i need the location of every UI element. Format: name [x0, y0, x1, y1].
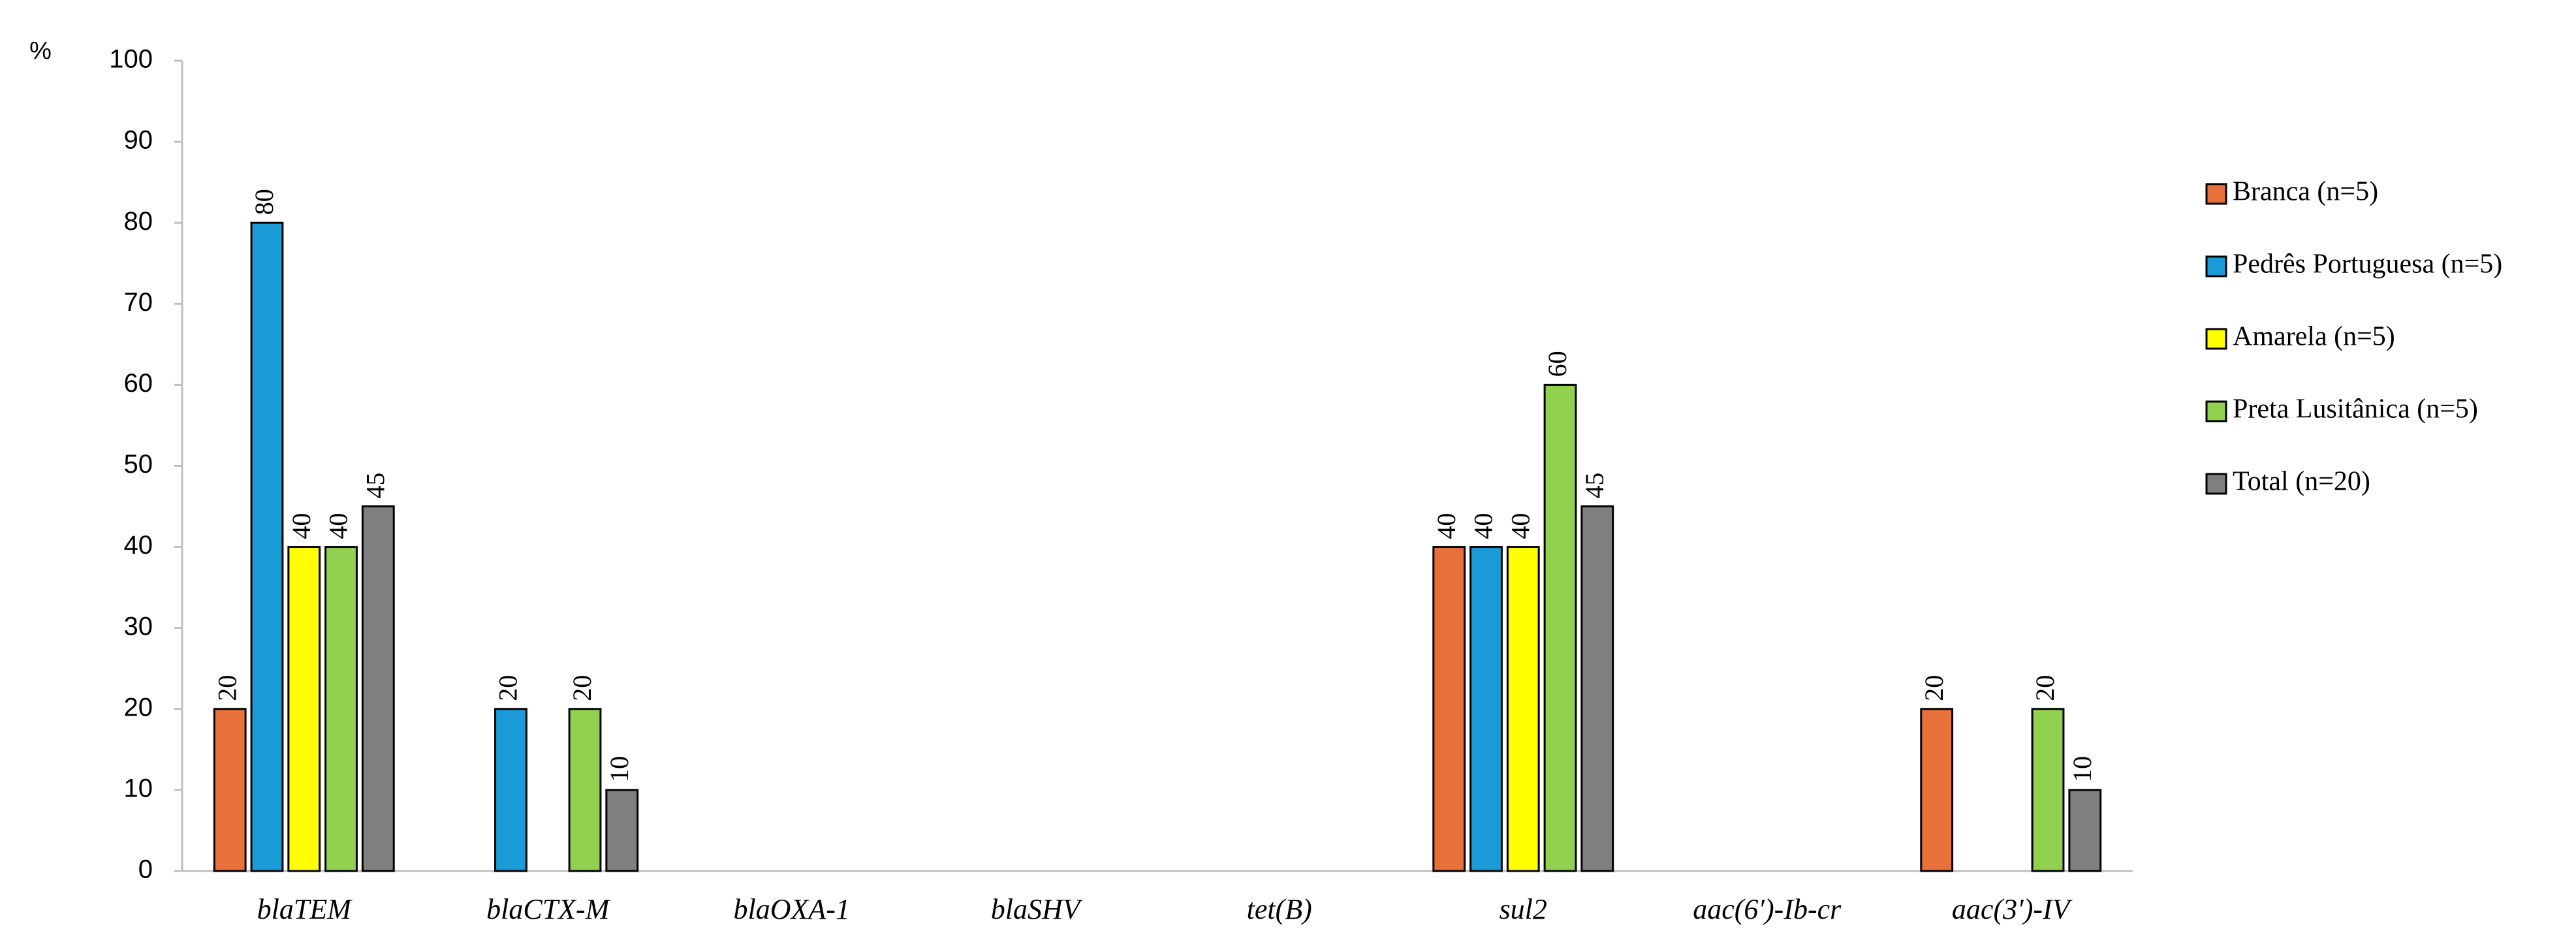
legend-label: Amarela (n=5)	[2233, 322, 2395, 352]
x-tick-label: aac(6′)-Ib-cr	[1693, 893, 1842, 925]
bar	[1580, 505, 1614, 872]
legend-label: Branca (n=5)	[2233, 177, 2378, 207]
bar	[1432, 546, 1466, 872]
bar	[1543, 383, 1577, 872]
legend-label: Total (n=20)	[2233, 467, 2370, 497]
bar	[605, 789, 639, 872]
data-label: 20	[1919, 675, 1949, 701]
y-tick-label: 70	[124, 288, 153, 317]
x-tick-label: sul2	[1500, 893, 1547, 925]
y-tick-label: 40	[124, 531, 153, 560]
data-label: 40	[1432, 513, 1461, 539]
legend-swatch	[2205, 255, 2227, 277]
data-label: 10	[2067, 756, 2097, 782]
bar	[2068, 789, 2102, 872]
x-tick-label: blaTEM	[257, 893, 353, 925]
data-label: 20	[567, 675, 597, 701]
data-label: 45	[360, 473, 390, 499]
legend-swatch	[2205, 328, 2227, 350]
bar	[250, 221, 284, 872]
data-label: 40	[1505, 513, 1535, 539]
y-tick-label: 0	[138, 855, 153, 884]
legend-label: Pedrês Portuguesa (n=5)	[2233, 249, 2502, 279]
data-label: 40	[287, 513, 316, 539]
data-label: 10	[605, 756, 634, 782]
y-tick-label: 50	[124, 450, 153, 479]
data-label: 20	[494, 675, 523, 701]
data-label: 80	[249, 189, 279, 215]
y-tick-label: 80	[124, 207, 153, 236]
bar	[324, 546, 358, 872]
bar	[361, 505, 395, 872]
x-tick-label: blaCTX-M	[486, 893, 611, 925]
x-tick-label: blaSHV	[991, 893, 1084, 925]
data-label: 20	[212, 675, 242, 701]
data-label: 40	[324, 513, 353, 539]
data-label: 20	[2030, 675, 2060, 701]
bar	[568, 708, 602, 872]
x-tick-label: blaOXA-1	[734, 893, 850, 925]
legend-swatch	[2205, 400, 2227, 422]
bar	[1506, 546, 1540, 872]
bar	[2031, 708, 2065, 872]
data-label: 60	[1543, 351, 1572, 377]
y-tick-label: 20	[124, 693, 153, 721]
bar	[287, 546, 321, 872]
legend-swatch	[2205, 473, 2227, 495]
x-tick-label: tet(B)	[1247, 893, 1312, 925]
x-tick-label: aac(3′)-IV	[1952, 893, 2073, 925]
y-tick-label: 90	[124, 126, 153, 155]
data-label: 45	[1580, 473, 1609, 499]
y-axis-label: %	[29, 37, 52, 65]
legend-label: Preta Lusitânica (n=5)	[2233, 394, 2478, 424]
bar	[1469, 546, 1503, 872]
bar	[494, 708, 527, 872]
bar	[213, 708, 247, 872]
data-label: 40	[1469, 513, 1498, 539]
bar	[1920, 708, 1954, 872]
y-tick-label: 60	[124, 369, 153, 398]
y-tick-label: 30	[124, 612, 153, 641]
y-tick-label: 100	[109, 45, 153, 74]
y-tick-label: 10	[124, 774, 153, 802]
legend-swatch	[2205, 183, 2227, 205]
